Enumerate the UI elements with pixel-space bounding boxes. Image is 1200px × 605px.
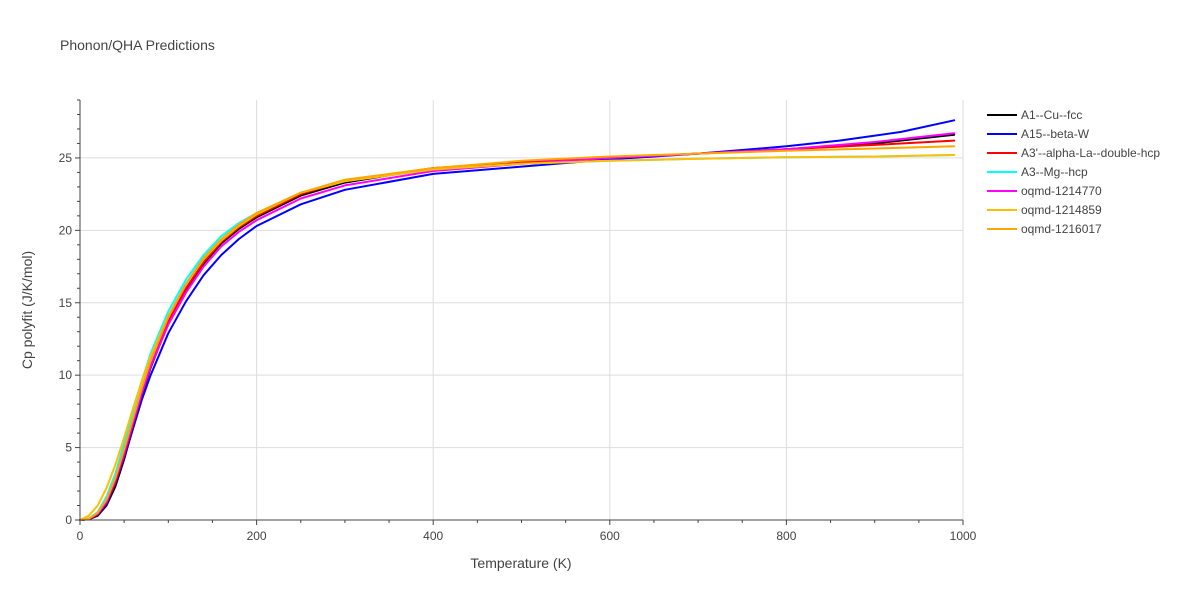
legend-label: A3'--alpha-La--double-hcp — [1021, 146, 1160, 160]
legend-label: A15--beta-W — [1021, 127, 1090, 141]
x-tick-label: 600 — [600, 529, 620, 543]
y-tick-label: 20 — [59, 223, 73, 237]
x-tick-label: 400 — [423, 529, 443, 543]
series-line-3 — [79, 139, 956, 521]
x-axis-title: Temperature (K) — [470, 555, 571, 571]
y-tick-label: 15 — [59, 296, 73, 310]
y-tick-label: 10 — [59, 368, 73, 382]
series-line-1 — [79, 133, 956, 521]
legend-label: oqmd-1214859 — [1021, 203, 1102, 217]
legend-item[interactable]: A3--Mg--hcp — [987, 165, 1088, 179]
y-axis-title: Cp polyfit (J/K/mol) — [19, 251, 35, 369]
legend-item[interactable]: oqmd-1214859 — [987, 203, 1102, 217]
series-line-4 — [79, 154, 956, 521]
series-line-2 — [79, 119, 956, 521]
x-tick-label: 200 — [247, 529, 267, 543]
chart-title: Phonon/QHA Predictions — [60, 37, 215, 53]
axes: 0 200 400 600 800 1000 0 5 10 15 20 25 — [59, 99, 977, 543]
legend-item[interactable]: A1--Cu--fcc — [987, 108, 1082, 122]
legend-item[interactable]: A3'--alpha-La--double-hcp — [987, 146, 1160, 160]
legend[interactable]: A1--Cu--fcc A15--beta-W A3'--alpha-La--dou… — [987, 108, 1160, 236]
series-line-6 — [79, 154, 956, 521]
x-tick-label: 0 — [77, 529, 84, 543]
x-tick-label: 800 — [776, 529, 796, 543]
legend-label: oqmd-1216017 — [1021, 222, 1102, 236]
legend-label: oqmd-1214770 — [1021, 184, 1102, 198]
legend-item[interactable]: oqmd-1216017 — [987, 222, 1102, 236]
legend-item[interactable]: oqmd-1214770 — [987, 184, 1102, 198]
y-tick-label: 25 — [59, 151, 73, 165]
series-line-5 — [79, 132, 956, 521]
series-group — [79, 119, 956, 521]
y-tick-label: 5 — [65, 441, 72, 455]
y-tick-label: 0 — [65, 513, 72, 527]
x-tick-label: 1000 — [950, 529, 977, 543]
legend-item[interactable]: A15--beta-W — [987, 127, 1090, 141]
series-line-7 — [79, 145, 956, 521]
legend-label: A3--Mg--hcp — [1021, 165, 1088, 179]
legend-label: A1--Cu--fcc — [1021, 108, 1082, 122]
